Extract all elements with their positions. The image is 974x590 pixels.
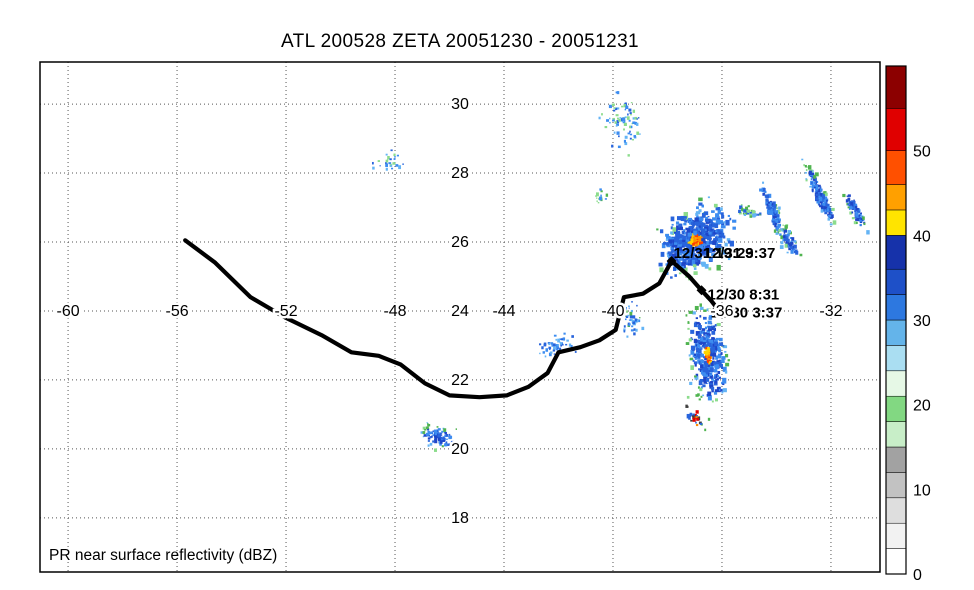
colorbar-tick-label: 50: [913, 144, 931, 161]
colorbar-segment: [885, 184, 907, 211]
colorbar-tick-label: 20: [913, 398, 931, 415]
colorbar-segment: [885, 150, 907, 185]
colorbar-segment: [885, 108, 907, 151]
colorbar-segment: [885, 268, 907, 295]
storm-track-line: [183, 238, 723, 400]
colorbar-segment: [885, 472, 907, 499]
y-tick-label: 18: [451, 510, 469, 527]
colorbar-tick-label: 10: [913, 482, 931, 499]
x-tick-label: -56: [165, 303, 188, 320]
colorbar-segment: [885, 294, 907, 321]
colorbar-tick-label: 40: [913, 228, 931, 245]
colorbar-segment: [885, 370, 907, 397]
colorbar-segment: [885, 235, 907, 270]
plot-frame: [39, 61, 881, 573]
overpass-time-label: 12/30 8:31: [708, 286, 780, 303]
reflectivity-speckles: [371, 91, 870, 452]
colorbar-segment: [885, 446, 907, 473]
overpass-marker: [666, 255, 677, 266]
overpass-time-label: 12/30 3:37: [711, 305, 783, 322]
x-tick-label: -48: [383, 303, 406, 320]
chart-title: ATL 200528 ZETA 20051230 - 20051231: [280, 31, 640, 52]
colorbar-segment: [885, 548, 907, 575]
y-tick-label: 24: [451, 303, 469, 320]
colorbar: 0 10 20 30 40 50: [885, 65, 931, 584]
y-tick-label: 30: [451, 96, 469, 113]
colorbar-segment: [885, 65, 907, 109]
colorbar-segment: [885, 209, 907, 236]
x-tick-label: -60: [57, 303, 80, 320]
overpass-time-label: 12/31 9:37: [704, 245, 776, 262]
colorbar-segment: [885, 522, 907, 549]
y-tick-label: 26: [451, 234, 469, 251]
colorbar-frame: [885, 65, 907, 575]
overpass-marker: [696, 285, 707, 296]
colorbar-segment: [885, 395, 907, 422]
colorbar-segment: [885, 421, 907, 448]
x-tick-label: -44: [492, 303, 515, 320]
plot-caption: PR near surface reflectivity (dBZ): [49, 547, 278, 564]
x-tick-label: -52: [274, 303, 297, 320]
colorbar-segment: [885, 497, 907, 524]
x-tick-label: -32: [819, 303, 842, 320]
gridlines: [40, 62, 880, 572]
y-tick-label: 22: [451, 372, 469, 389]
y-tick-label: 28: [451, 165, 469, 182]
x-tick-label: -36: [710, 303, 733, 320]
colorbar-tick-label: 30: [913, 313, 931, 330]
colorbar-segment: [885, 319, 907, 346]
overpass-marker: [715, 307, 726, 318]
colorbar-tick-label: 0: [913, 567, 922, 584]
y-tick-label: 20: [451, 441, 469, 458]
colorbar-segment: [885, 345, 907, 372]
x-tick-label: -40: [601, 303, 624, 320]
overpass-time-label: 12/31 19:23: [674, 245, 754, 262]
